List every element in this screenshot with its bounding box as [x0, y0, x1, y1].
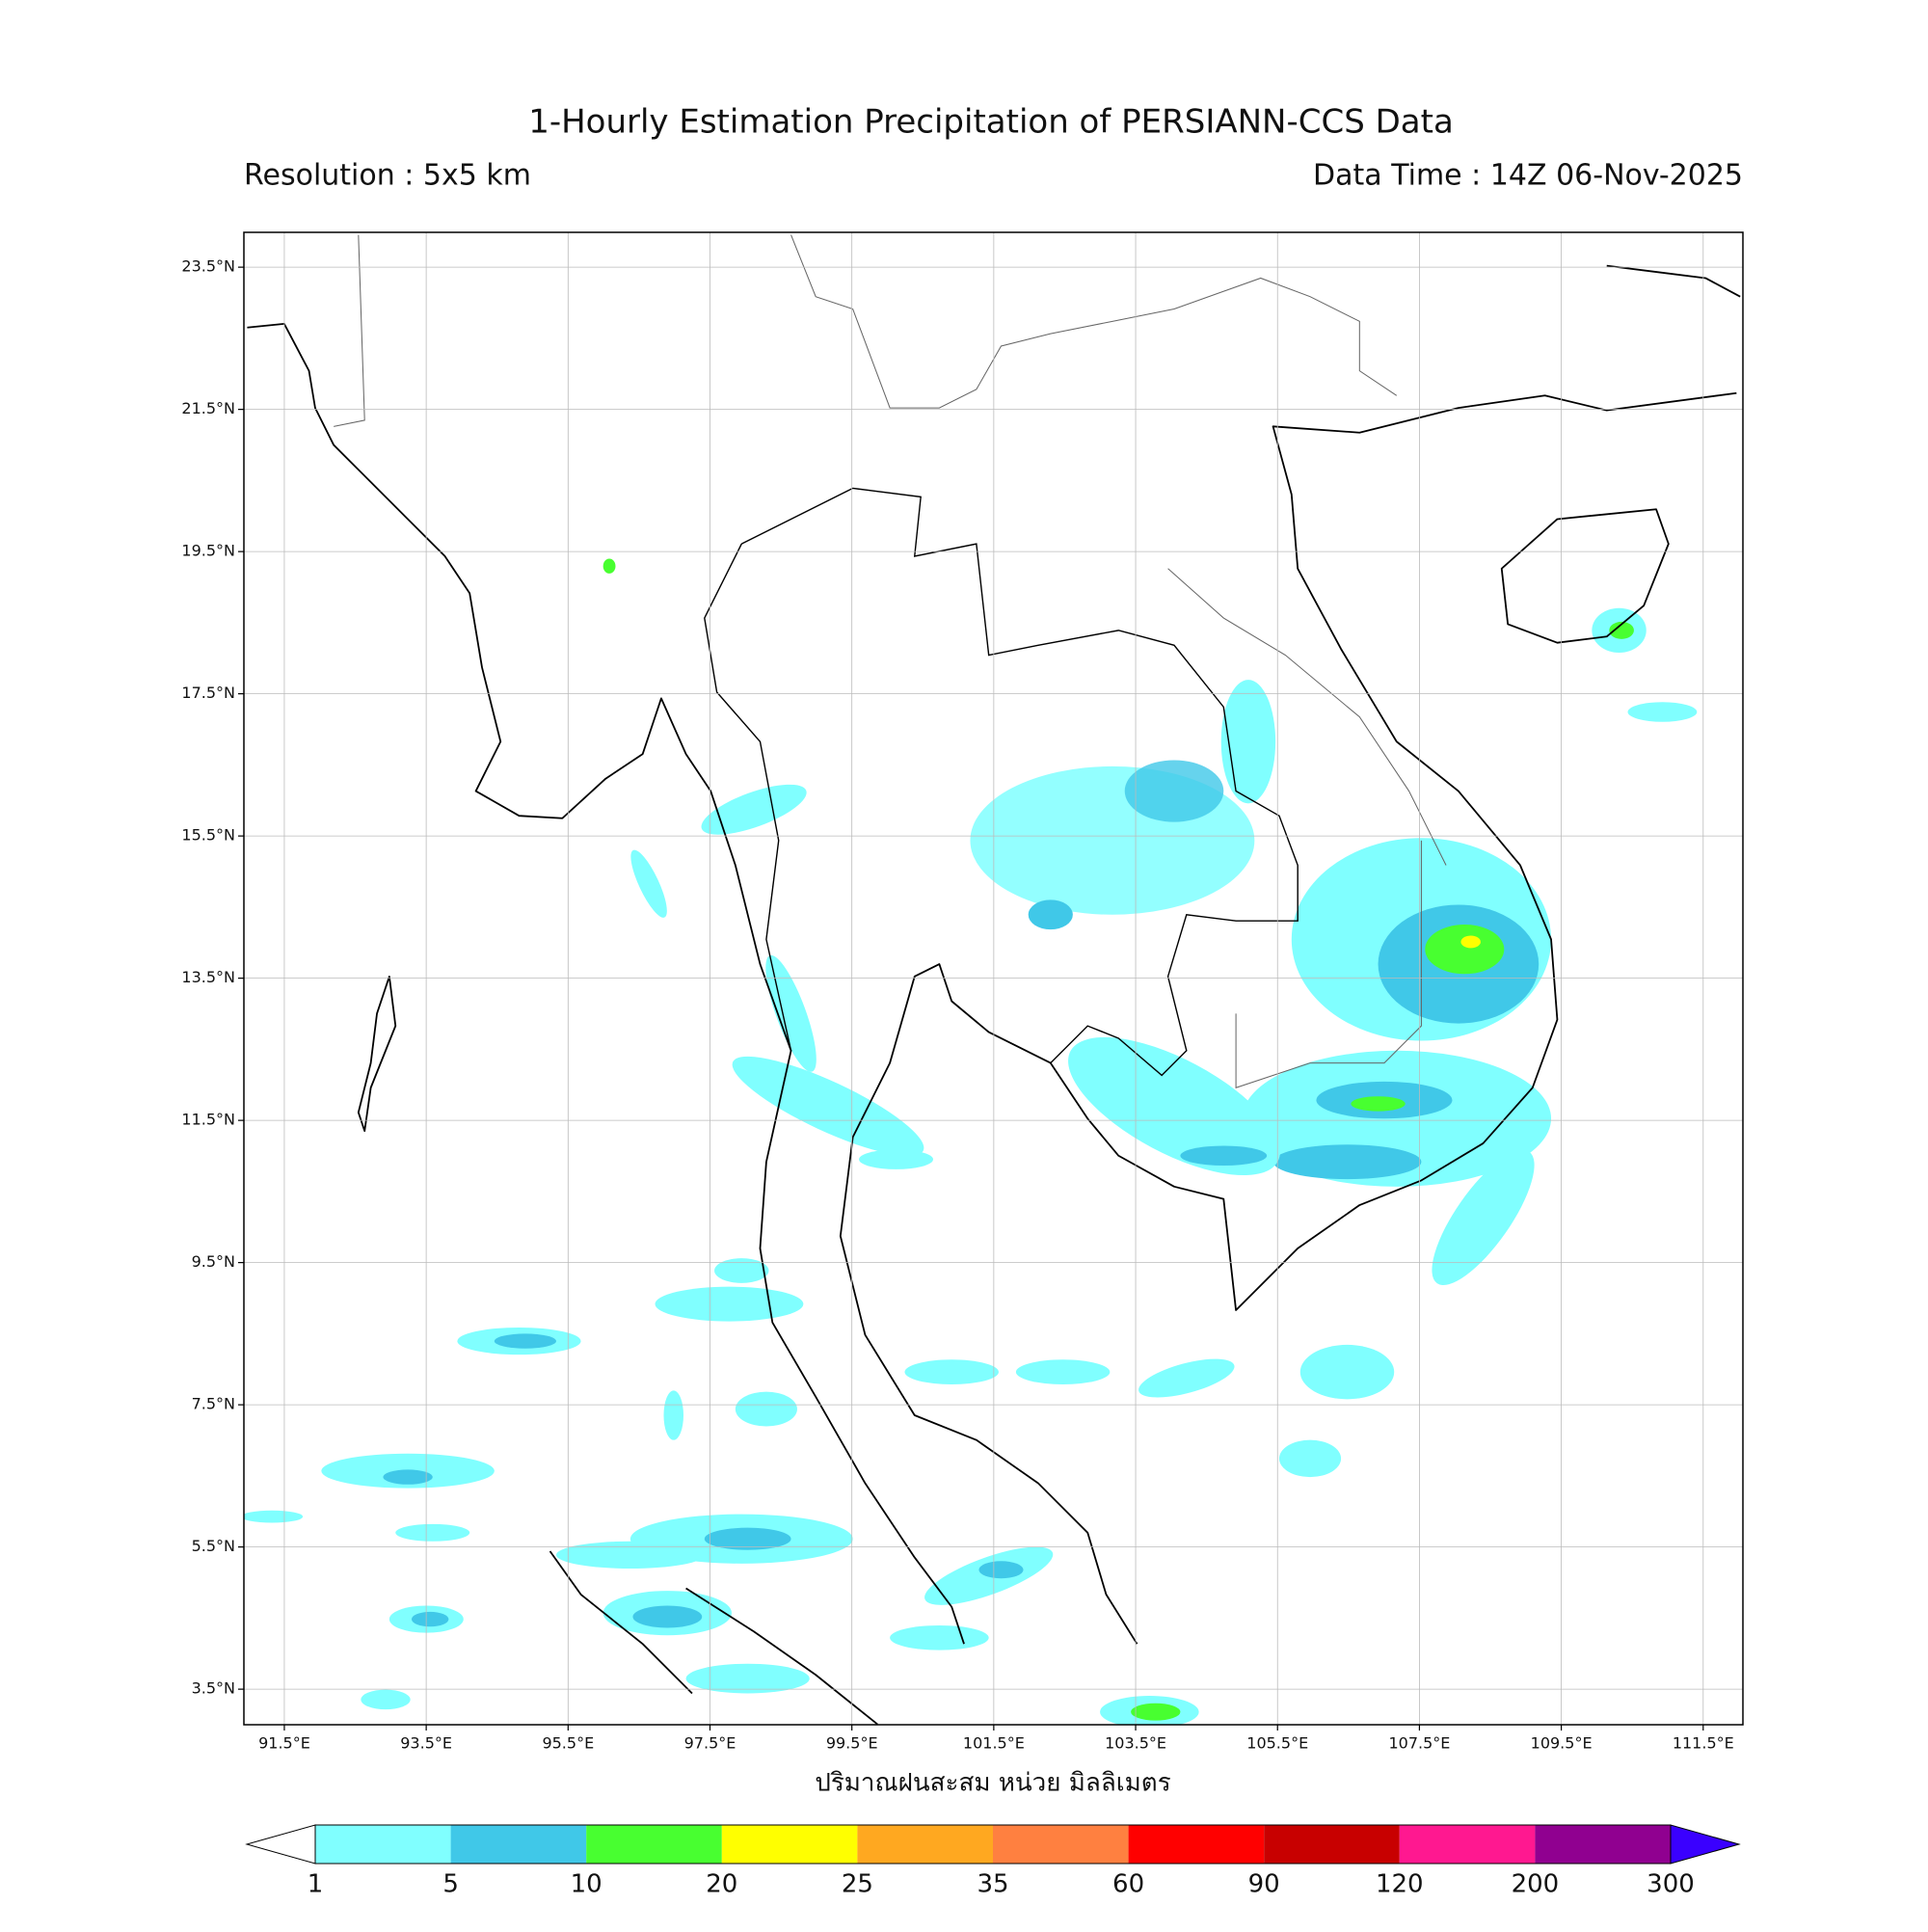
country-border [1167, 568, 1447, 866]
colorbar-frame [314, 1824, 1672, 1865]
coastline [1606, 264, 1741, 298]
x-tick-label: 97.5°E [684, 1734, 736, 1753]
y-tick-label: 7.5°N [192, 1395, 235, 1413]
country-border [790, 234, 1398, 409]
colorbar-label: 5 [442, 1870, 459, 1899]
x-tick-label: 101.5°E [963, 1734, 1025, 1753]
colorbar-under [245, 1824, 316, 1865]
colorbar-label: 200 [1512, 1870, 1560, 1899]
colorbar-box [857, 1825, 993, 1864]
thailand-outline [740, 487, 1299, 1077]
y-tick-label: 21.5°N [181, 399, 235, 417]
colorbar-box [721, 1825, 858, 1864]
rain-areas [244, 558, 1698, 1725]
colorbar-label: 300 [1647, 1870, 1695, 1899]
coastline [549, 1550, 693, 1695]
coastline [839, 391, 1737, 1645]
x-tick-label: 99.5°E [826, 1734, 878, 1753]
y-tick-label: 3.5°N [192, 1679, 235, 1698]
x-tick-label: 91.5°E [258, 1734, 310, 1753]
y-tick-label: 5.5°N [192, 1537, 235, 1555]
colorbar-label: 90 [1248, 1870, 1280, 1899]
coastline [247, 323, 965, 1645]
colorbar-box [450, 1825, 587, 1864]
country-border [1235, 840, 1422, 1088]
colorbar-box [586, 1825, 722, 1864]
resolution: Resolution : 5x5 km [244, 159, 531, 193]
x-tick-label: 109.5°E [1531, 1734, 1593, 1753]
title: 1-Hourly Estimation Precipitation of PER… [528, 103, 1454, 142]
x-tick-label: 95.5°E [542, 1734, 594, 1753]
y-tick-label: 15.5°N [181, 826, 235, 845]
coastline [685, 1587, 878, 1725]
colorbar-label: 35 [977, 1870, 1008, 1899]
colorbar-label: 60 [1112, 1870, 1144, 1899]
y-tick-label: 13.5°N [181, 968, 235, 986]
x-label: ปริมาณฝนสะสม หน่วย มิลลิเมตร [815, 1769, 1170, 1798]
country-border [334, 234, 365, 427]
colorbar-box [1535, 1825, 1671, 1864]
x-tick-label: 107.5°E [1388, 1734, 1450, 1753]
y-tick-label: 9.5°N [192, 1252, 235, 1271]
x-tick-label: 103.5°E [1105, 1734, 1166, 1753]
colorbar-label: 25 [842, 1870, 873, 1899]
y-tick-label: 19.5°N [181, 542, 235, 560]
y-tick-label: 11.5°N [181, 1111, 235, 1129]
x-tick-label: 105.5°E [1246, 1734, 1308, 1753]
colorbar-box [993, 1825, 1129, 1864]
colorbar-box [1399, 1825, 1536, 1864]
coastline [1500, 508, 1670, 644]
x-tick-label: 111.5°E [1673, 1734, 1734, 1753]
data-time: Data Time : 14Z 06-Nov-2025 [1313, 159, 1743, 193]
colorbar-label: 1 [308, 1870, 324, 1899]
thailand-outline [704, 543, 792, 1051]
y-tick-label: 23.5°N [181, 257, 235, 276]
map-art [244, 234, 1741, 1725]
coastline [357, 975, 397, 1133]
colorbar-box [315, 1825, 451, 1864]
colorbar-over [1670, 1824, 1741, 1865]
x-tick-label: 93.5°E [400, 1734, 452, 1753]
colorbar-box [1128, 1825, 1265, 1864]
colorbar-label: 20 [706, 1870, 737, 1899]
y-tick-label: 17.5°N [181, 684, 235, 702]
colorbar-box [1264, 1825, 1400, 1864]
colorbar-label: 120 [1376, 1870, 1424, 1899]
colorbar-label: 10 [571, 1870, 602, 1899]
